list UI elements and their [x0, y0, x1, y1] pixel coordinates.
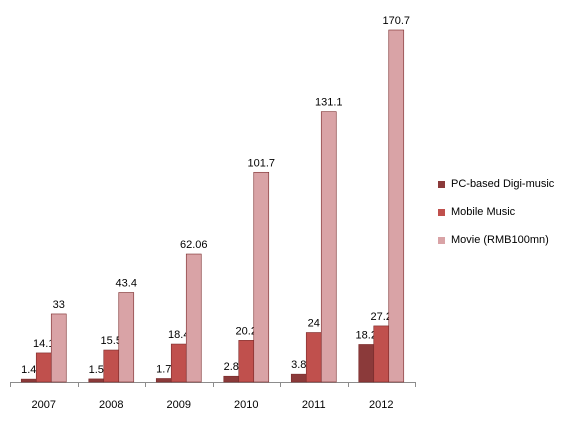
bar: [253, 171, 270, 383]
bar: [290, 373, 307, 383]
x-tick-label: 2010: [234, 399, 258, 411]
bar: [305, 332, 322, 383]
legend-label: PC-based Digi-music: [451, 178, 555, 190]
data-label: 101.7: [247, 157, 275, 169]
data-label: 62.06: [180, 239, 208, 251]
legend-label: Movie (RMB100mn): [451, 234, 549, 246]
data-label: 24: [308, 318, 320, 330]
x-tick-label: 2008: [99, 399, 123, 411]
data-label: 27.2: [371, 311, 392, 323]
data-label: 1.5: [89, 364, 104, 376]
data-label: 2.8: [224, 361, 239, 373]
data-label: 43.4: [116, 278, 137, 290]
data-label: 170.7: [382, 15, 410, 27]
bar: [88, 378, 105, 383]
x-tick-label: 2012: [369, 399, 393, 411]
legend-item-pc-based-digi-music: PC-based Digi-music: [438, 176, 554, 192]
data-label: 3.8: [291, 359, 306, 371]
data-label: 18.2: [356, 329, 377, 341]
x-tick-label: 2011: [302, 399, 326, 411]
bar: [35, 352, 52, 383]
bar: [118, 292, 135, 383]
chart-legend: PC-based Digi-music Mobile Music Movie (…: [438, 176, 554, 260]
x-tick-label: 2007: [32, 399, 56, 411]
bar: [170, 343, 187, 383]
legend-swatch-mobile-music: [438, 208, 445, 216]
bar: [155, 378, 172, 383]
bar: [388, 29, 405, 383]
legend-item-movie: Movie (RMB100mn): [438, 232, 554, 248]
data-label: 33: [53, 299, 65, 311]
legend-swatch-movie: [438, 236, 445, 244]
legend-swatch-pc-based-digi-music: [438, 180, 445, 188]
data-label: 14.1: [33, 338, 54, 350]
bar: [50, 313, 67, 383]
bar: [373, 325, 390, 383]
legend-item-mobile-music: Mobile Music: [438, 204, 554, 220]
x-tick-label: 2009: [167, 399, 191, 411]
bar: [20, 378, 37, 383]
data-label: 18.4: [168, 329, 189, 341]
data-label: 20.2: [236, 325, 257, 337]
data-label: 1.4: [21, 364, 36, 376]
data-label: 15.5: [101, 335, 122, 347]
bar: [238, 340, 255, 383]
bar: [358, 344, 375, 383]
bar: [103, 349, 120, 383]
data-label: 131.1: [315, 97, 343, 109]
bar: [185, 253, 202, 383]
legend-label: Mobile Music: [451, 206, 516, 218]
data-label: 1.7: [156, 363, 171, 375]
bar: [320, 111, 337, 383]
bar: [223, 375, 240, 383]
